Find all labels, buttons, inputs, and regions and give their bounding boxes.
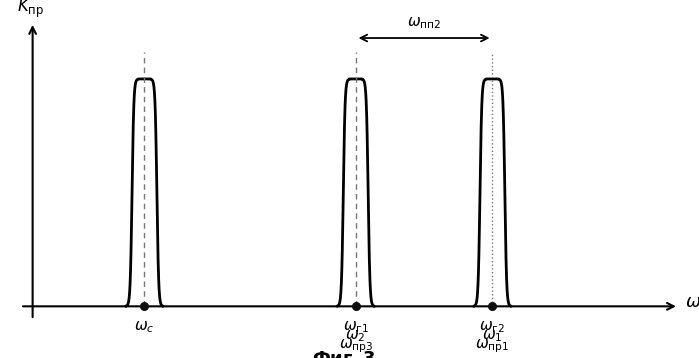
- Text: $\bf{Фиг. 3}$: $\bf{Фиг. 3}$: [312, 349, 375, 358]
- Text: $\omega_c$: $\omega_c$: [134, 319, 154, 334]
- Text: $\omega_{\rm пр1}$: $\omega_{\rm пр1}$: [475, 337, 510, 355]
- Text: $\omega_1$: $\omega_1$: [482, 328, 503, 344]
- Text: $\omega_{\rm пп2}$: $\omega_{\rm пп2}$: [407, 15, 441, 31]
- Text: $\omega_{\rm г2}$: $\omega_{\rm г2}$: [480, 319, 505, 334]
- Text: $\omega_2$: $\omega_2$: [345, 328, 366, 344]
- Text: $\omega$: $\omega$: [685, 293, 699, 311]
- Text: $\omega_{\rm г1}$: $\omega_{\rm г1}$: [343, 319, 369, 334]
- Text: $K_{\rm пр}$: $K_{\rm пр}$: [17, 0, 44, 20]
- Text: $\omega_{\rm пр3}$: $\omega_{\rm пр3}$: [338, 337, 373, 355]
